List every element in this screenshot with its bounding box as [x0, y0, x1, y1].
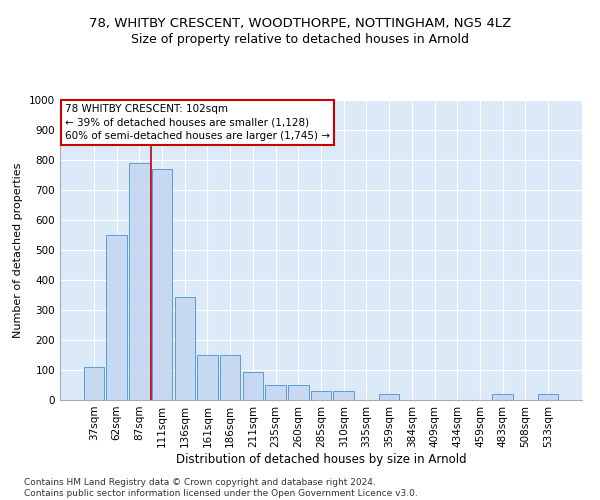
Y-axis label: Number of detached properties: Number of detached properties — [13, 162, 23, 338]
Bar — [197, 355, 218, 400]
Bar — [265, 385, 286, 400]
Bar — [288, 385, 308, 400]
Bar — [493, 394, 513, 400]
Bar — [129, 163, 149, 400]
Text: Contains HM Land Registry data © Crown copyright and database right 2024.
Contai: Contains HM Land Registry data © Crown c… — [24, 478, 418, 498]
Bar — [175, 296, 195, 400]
Bar — [84, 367, 104, 400]
X-axis label: Distribution of detached houses by size in Arnold: Distribution of detached houses by size … — [176, 452, 466, 466]
Bar — [538, 394, 558, 400]
Bar — [220, 355, 241, 400]
Text: Size of property relative to detached houses in Arnold: Size of property relative to detached ho… — [131, 32, 469, 46]
Bar — [152, 169, 172, 400]
Bar — [106, 235, 127, 400]
Bar — [242, 372, 263, 400]
Text: 78, WHITBY CRESCENT, WOODTHORPE, NOTTINGHAM, NG5 4LZ: 78, WHITBY CRESCENT, WOODTHORPE, NOTTING… — [89, 18, 511, 30]
Bar — [334, 391, 354, 400]
Text: 78 WHITBY CRESCENT: 102sqm
← 39% of detached houses are smaller (1,128)
60% of s: 78 WHITBY CRESCENT: 102sqm ← 39% of deta… — [65, 104, 330, 141]
Bar — [311, 391, 331, 400]
Bar — [379, 394, 400, 400]
